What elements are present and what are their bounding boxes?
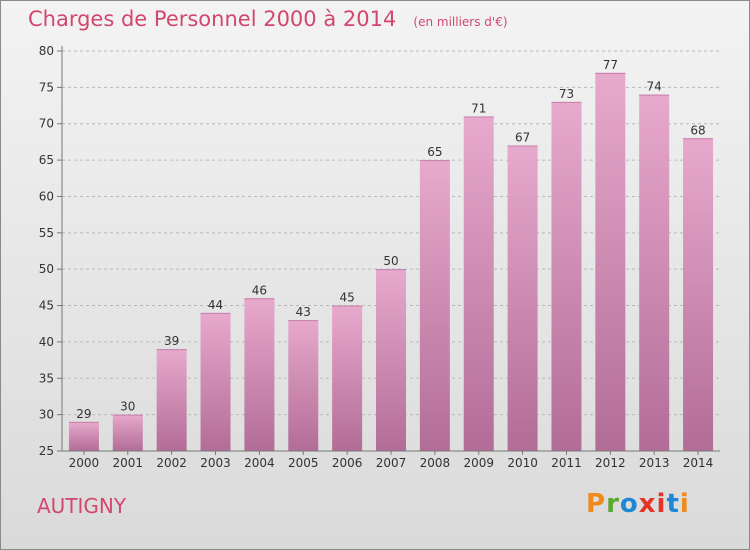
bars-layer bbox=[68, 72, 714, 452]
y-tick-label: 35 bbox=[39, 371, 54, 385]
y-tick-label: 25 bbox=[39, 444, 54, 458]
x-tick-label: 2002 bbox=[156, 456, 187, 470]
bar bbox=[463, 116, 494, 452]
brand-logo-letter: i bbox=[679, 489, 690, 519]
bar-value-label: 74 bbox=[647, 80, 662, 94]
brand-logo: Proxiti bbox=[586, 489, 690, 519]
bar-value-label: 46 bbox=[252, 283, 267, 297]
y-tick-label: 45 bbox=[39, 299, 54, 313]
x-tick-label: 2011 bbox=[551, 456, 582, 470]
x-tick-label: 2013 bbox=[639, 456, 670, 470]
x-tick-label: 2001 bbox=[113, 456, 144, 470]
y-tick-label: 75 bbox=[39, 80, 54, 94]
bar bbox=[507, 145, 538, 451]
x-tick-label: 2000 bbox=[69, 456, 100, 470]
y-tick-label: 55 bbox=[39, 226, 54, 240]
bar bbox=[244, 298, 275, 451]
bar-value-label: 44 bbox=[208, 298, 223, 312]
bar bbox=[683, 138, 714, 452]
bar-value-label: 45 bbox=[339, 291, 354, 305]
x-tick-label: 2006 bbox=[332, 456, 363, 470]
bar-value-label: 65 bbox=[427, 145, 442, 159]
x-tick-label: 2003 bbox=[200, 456, 231, 470]
title-line: Charges de Personnel 2000 à 2014 (en mil… bbox=[28, 7, 508, 31]
brand-logo-letter: r bbox=[606, 489, 620, 519]
bar bbox=[68, 421, 99, 451]
bar-value-label: 43 bbox=[296, 305, 311, 319]
y-tick-label: 50 bbox=[39, 262, 54, 276]
y-tick-label: 70 bbox=[39, 117, 54, 131]
brand-logo-letter: o bbox=[619, 489, 639, 519]
bar bbox=[376, 269, 406, 451]
x-tick-label: 2014 bbox=[683, 456, 714, 470]
y-tick-label: 40 bbox=[39, 335, 54, 349]
bar-value-label: 67 bbox=[515, 131, 530, 145]
bar bbox=[419, 160, 450, 451]
x-tick-label: 2004 bbox=[244, 456, 275, 470]
bar-value-label: 68 bbox=[690, 123, 705, 137]
bar bbox=[112, 414, 143, 451]
chart-title: Charges de Personnel 2000 à 2014 bbox=[28, 7, 397, 31]
bar bbox=[156, 349, 187, 451]
y-tick-label: 30 bbox=[39, 408, 54, 422]
bar-value-label: 77 bbox=[603, 58, 618, 72]
bar bbox=[639, 94, 670, 452]
commune-name: AUTIGNY bbox=[37, 494, 127, 518]
bar bbox=[332, 305, 363, 451]
bar-value-label: 71 bbox=[471, 101, 486, 115]
bar bbox=[551, 101, 582, 451]
y-tick-label: 60 bbox=[39, 189, 54, 203]
x-tick-label: 2009 bbox=[463, 456, 494, 470]
axis-layer: 25 30 35 40 45 50 55 60 65 70 75 80 bbox=[39, 44, 720, 458]
chart-subtitle: (en milliers d'€) bbox=[413, 15, 508, 29]
bar-value-label: 50 bbox=[383, 254, 398, 268]
brand-logo-letter: i bbox=[656, 489, 667, 519]
labels-layer: 29 2000 30 2001 39 2002 44 2003 46 2004 43 2005 45 20… bbox=[69, 58, 714, 470]
y-tick-label: 65 bbox=[39, 153, 54, 167]
bar-value-label: 29 bbox=[76, 407, 91, 421]
bar bbox=[288, 320, 319, 451]
x-tick-label: 2008 bbox=[420, 456, 451, 470]
bar-value-label: 73 bbox=[559, 87, 574, 101]
bar bbox=[595, 72, 626, 452]
x-tick-label: 2010 bbox=[507, 456, 538, 470]
bar-value-label: 39 bbox=[164, 334, 179, 348]
brand-logo-letter: P bbox=[586, 489, 607, 519]
y-tick-label: 80 bbox=[39, 44, 54, 58]
x-tick-label: 2005 bbox=[288, 456, 319, 470]
x-tick-label: 2012 bbox=[595, 456, 626, 470]
brand-logo-letter: x bbox=[638, 489, 657, 519]
bar bbox=[200, 312, 231, 451]
x-tick-label: 2007 bbox=[376, 456, 407, 470]
bar-value-label: 30 bbox=[120, 400, 135, 414]
brand-logo-letter: t bbox=[666, 489, 680, 519]
